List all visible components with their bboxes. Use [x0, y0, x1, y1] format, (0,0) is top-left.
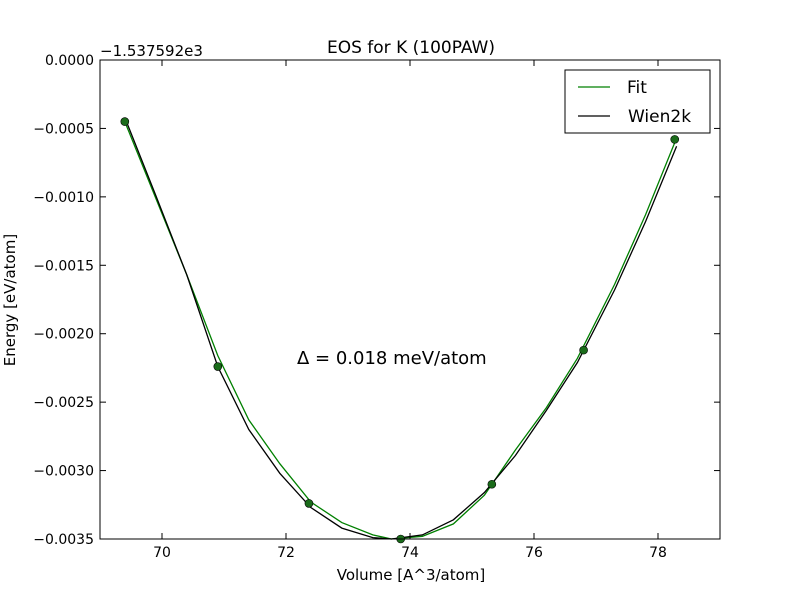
y-tick-label-7: −0.0035	[33, 532, 94, 548]
delta-annotation: Δ = 0.018 meV/atom	[297, 348, 487, 369]
legend-box	[564, 69, 711, 134]
axis-ticks: 70 72 74 76 78 0.0000 −0.0005 −0.0010 −0.0015 −0.…	[33, 53, 720, 561]
x-tick-label-3: 76	[525, 545, 543, 561]
data-point-5	[579, 345, 588, 355]
y-tick-label-3: −0.0015	[33, 258, 94, 274]
legend-wien2k-label: Wien2k	[628, 107, 691, 127]
y-axis-label: Energy [eV/atom]	[1, 234, 19, 366]
x-tick-label-0: 70	[153, 545, 171, 561]
legend-fit-label: Fit	[627, 78, 647, 98]
y-tick-label-5: −0.0025	[33, 395, 94, 411]
x-tick-label-4: 78	[649, 545, 667, 561]
x-tick-label-2: 74	[401, 545, 419, 561]
data-point-0	[120, 117, 130, 126]
data-point-6	[670, 135, 680, 144]
y-tick-label-2: −0.0010	[33, 190, 94, 206]
legend: Fit Wien2k	[564, 69, 711, 134]
plot-area	[120, 117, 680, 544]
chart-title: EOS for K (100PAW)	[327, 38, 495, 58]
x-tick-label-1: 72	[277, 545, 295, 561]
plot-frame	[99, 59, 721, 540]
x-axis-label: Volume [A^3/atom]	[337, 566, 486, 584]
y-offset-label: −1.537592e3	[100, 42, 203, 60]
data-point-4	[487, 479, 497, 489]
y-tick-label-6: −0.0030	[33, 464, 94, 480]
data-point-1	[213, 362, 223, 371]
y-tick-label-1: −0.0005	[33, 121, 94, 137]
y-tick-label-0: 0.0000	[45, 53, 94, 69]
y-tick-label-4: −0.0020	[33, 327, 94, 343]
data-point-2	[304, 499, 314, 508]
